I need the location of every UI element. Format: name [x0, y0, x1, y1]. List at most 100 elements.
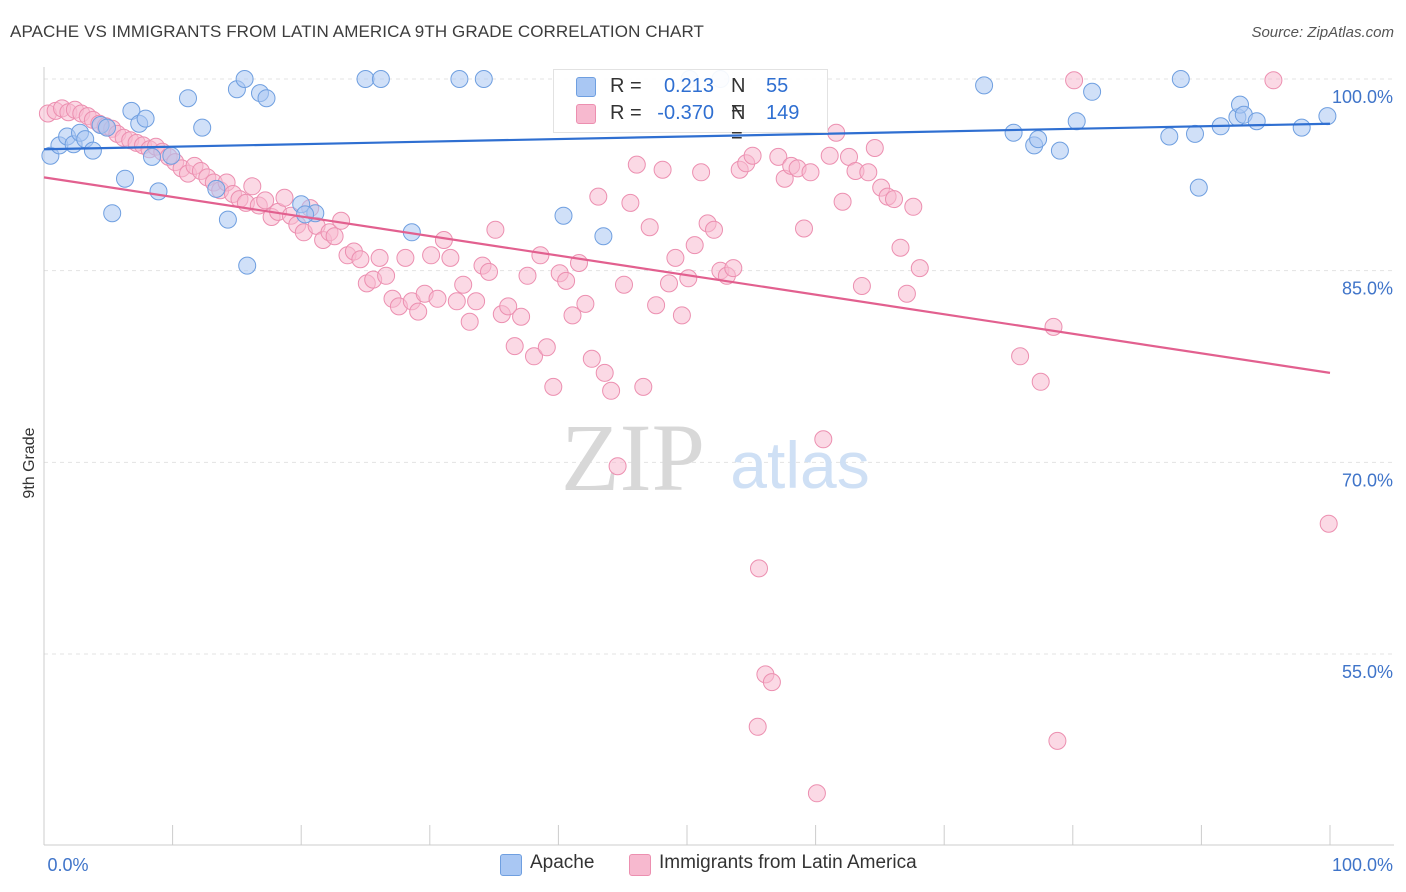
latin-point-85 [582, 349, 601, 368]
latin-point-118 [795, 219, 813, 238]
apache-point-41 [1029, 130, 1048, 149]
latin-point-64 [447, 292, 466, 311]
apache-point-10 [116, 169, 134, 188]
latin-point-129 [865, 139, 884, 157]
latin-point-137 [1011, 347, 1030, 366]
latin-point-102 [692, 163, 711, 182]
y-tick-label-3: 100.0% [1332, 87, 1393, 107]
x-tick-labels: 0.0% 100.0% [47, 855, 1393, 875]
apache-point-48 [1189, 178, 1208, 197]
latin-point-142 [1065, 71, 1084, 90]
apache-point-54 [1292, 118, 1311, 137]
latin-point-37 [275, 188, 294, 207]
latin-point-113 [762, 673, 781, 692]
latin-point-111 [750, 559, 768, 578]
latin-trend-line [43, 176, 1331, 374]
latin-point-144 [1319, 514, 1338, 533]
apache-r-label: R = [610, 75, 642, 97]
latin-point-60 [422, 246, 441, 265]
apache-point-32 [450, 70, 469, 88]
latin-point-127 [852, 277, 871, 295]
apache-point-18 [193, 118, 212, 137]
latin-legend-label: Immigrants from Latin America [659, 852, 917, 873]
latin-point-91 [621, 193, 640, 212]
y-tick-label-2: 85.0% [1342, 279, 1393, 299]
latin-point-110 [743, 146, 762, 165]
latin-point-135 [904, 197, 923, 216]
latin-point-120 [807, 784, 826, 803]
latin-point-107 [724, 259, 743, 278]
apache-point-43 [1067, 112, 1086, 131]
latin-point-49 [351, 250, 370, 269]
latin-point-100 [679, 269, 698, 288]
latin-point-65 [454, 275, 473, 294]
chart-source: Source: ZipAtlas.com [1251, 24, 1394, 41]
latin-point-76 [525, 347, 543, 366]
apache-point-53 [1247, 112, 1266, 131]
latin-point-92 [627, 155, 646, 174]
apache-point-20 [218, 210, 237, 229]
latin-point-81 [557, 271, 576, 290]
latin-point-95 [647, 296, 666, 315]
grid-lines [44, 78, 1394, 655]
latin-point-114 [769, 147, 788, 166]
apache-point-31 [371, 70, 390, 88]
latin-point-56 [396, 248, 415, 267]
watermark-atlas: atlas [730, 428, 869, 502]
latin-point-67 [467, 292, 486, 311]
apache-point-28 [296, 205, 315, 224]
apache-point-14 [143, 147, 161, 166]
latin-point-138 [1031, 372, 1050, 391]
apache-point-15 [149, 182, 168, 201]
latin-point-140 [1048, 731, 1067, 750]
latin-legend-swatch [629, 854, 651, 876]
watermark-zip: ZIP [561, 404, 705, 511]
apache-point-44 [1083, 82, 1102, 101]
latin-point-96 [653, 160, 672, 179]
latin-point-134 [897, 284, 916, 303]
latin-point-132 [885, 190, 903, 209]
chart-title: APACHE VS IMMIGRANTS FROM LATIN AMERICA … [10, 22, 705, 41]
trend-lines [43, 122, 1331, 374]
y-tick-label-0: 55.0% [1342, 662, 1393, 682]
apache-legend-label: Apache [530, 852, 595, 873]
latin-point-66 [460, 312, 479, 331]
apache-point-29 [356, 70, 375, 88]
watermark: ZIP atlas [561, 404, 870, 511]
apache-point-47 [1186, 124, 1204, 143]
apache-point-33 [474, 70, 493, 88]
apache-point-23 [238, 256, 257, 275]
latin-point-90 [615, 275, 633, 294]
latin-n-value: 149 [766, 102, 800, 124]
x-tick-label-1: 100.0% [1332, 855, 1393, 875]
latin-point-70 [486, 220, 505, 239]
apache-point-8 [98, 118, 116, 137]
apache-point-34 [554, 206, 573, 225]
latin-n-label: N = [731, 102, 746, 147]
latin-point-84 [576, 294, 595, 313]
apache-point-25 [257, 89, 276, 108]
latin-point-87 [595, 363, 614, 382]
latin-point-79 [544, 377, 563, 396]
latin-point-133 [891, 238, 910, 257]
apache-point-16 [162, 146, 181, 165]
latin-point-45 [325, 227, 344, 246]
latin-point-94 [640, 218, 659, 237]
y-axis-label: 9th Grade [21, 427, 38, 498]
latin-point-61 [428, 289, 447, 308]
latin-r-value: -0.370 [657, 102, 714, 124]
latin-point-124 [833, 192, 852, 211]
stats-legend: R = 0.213 N = 55 R = -0.370 N = 149 [553, 69, 828, 147]
apache-point-42 [1050, 141, 1069, 160]
latin-point-69 [480, 262, 498, 281]
apache-point-6 [83, 141, 102, 160]
latin-point-34 [256, 191, 275, 210]
latin-point-104 [705, 220, 723, 239]
latin-point-58 [409, 302, 428, 321]
axes [43, 67, 1394, 846]
latin-point-143 [1264, 71, 1283, 90]
latin-point-32 [243, 177, 262, 196]
apache-legend-swatch [500, 854, 522, 876]
latin-point-75 [518, 266, 537, 285]
